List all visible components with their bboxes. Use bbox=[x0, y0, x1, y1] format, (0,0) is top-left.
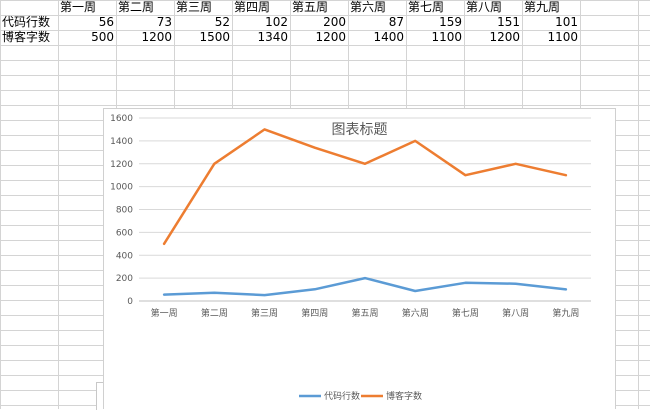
row-label-blog-words[interactable]: 博客字数 bbox=[0, 30, 58, 45]
x-tick-label: 第四周 bbox=[301, 307, 328, 319]
header-cell-week6[interactable]: 第六周 bbox=[348, 0, 406, 15]
cell-value[interactable]: 101 bbox=[522, 15, 580, 30]
cell-value[interactable]: 500 bbox=[58, 30, 116, 45]
cell-value[interactable]: 159 bbox=[406, 15, 464, 30]
data-row-code-lines: 代码行数 56 73 52 102 200 87 159 151 101 bbox=[0, 15, 650, 30]
cell-value[interactable]: 1400 bbox=[348, 30, 406, 45]
cell-value[interactable]: 1100 bbox=[406, 30, 464, 45]
cell-value[interactable]: 1200 bbox=[116, 30, 174, 45]
y-tick-label: 600 bbox=[116, 228, 133, 238]
cell-value[interactable]: 1500 bbox=[174, 30, 232, 45]
header-cell-week9[interactable]: 第九周 bbox=[522, 0, 580, 15]
header-cell-week1[interactable]: 第一周 bbox=[58, 0, 116, 15]
header-cell-week7[interactable]: 第七周 bbox=[406, 0, 464, 15]
y-tick-label: 0 bbox=[127, 297, 133, 307]
y-tick-label: 1200 bbox=[110, 160, 133, 170]
cell-value[interactable]: 1200 bbox=[290, 30, 348, 45]
series-line-1 bbox=[164, 278, 566, 295]
header-cell-week2[interactable]: 第二周 bbox=[116, 0, 174, 15]
cell-value[interactable]: 1340 bbox=[232, 30, 290, 45]
cell-value[interactable]: 73 bbox=[116, 15, 174, 30]
row-label-code-lines[interactable]: 代码行数 bbox=[0, 15, 58, 30]
cell-value[interactable]: 56 bbox=[58, 15, 116, 30]
cell-value[interactable]: 1100 bbox=[522, 30, 580, 45]
cell-value[interactable]: 151 bbox=[464, 15, 522, 30]
legend-label: 博客字数 bbox=[386, 390, 422, 402]
x-tick-label: 第二周 bbox=[201, 307, 228, 319]
cell-value[interactable]: 102 bbox=[232, 15, 290, 30]
y-tick-label: 200 bbox=[116, 274, 133, 284]
y-tick-label: 800 bbox=[116, 206, 133, 216]
data-row-blog-words: 博客字数 500 1200 1500 1340 1200 1400 1100 1… bbox=[0, 30, 650, 45]
cell-value[interactable]: 52 bbox=[174, 15, 232, 30]
y-tick-label: 1000 bbox=[110, 183, 133, 193]
header-cell-week8[interactable]: 第八周 bbox=[464, 0, 522, 15]
x-tick-label: 第一周 bbox=[151, 307, 178, 319]
x-tick-label: 第七周 bbox=[452, 307, 479, 319]
header-cell-week4[interactable]: 第四周 bbox=[232, 0, 290, 15]
cell-value[interactable]: 200 bbox=[290, 15, 348, 30]
y-tick-label: 400 bbox=[116, 251, 133, 261]
x-tick-label: 第八周 bbox=[502, 307, 529, 319]
header-row: 第一周 第二周 第三周 第四周 第五周 第六周 第七周 第八周 第九周 bbox=[0, 0, 650, 15]
chart-title[interactable]: 图表标题 bbox=[104, 119, 615, 139]
x-tick-label: 第九周 bbox=[552, 307, 579, 319]
cell-value[interactable]: 87 bbox=[348, 15, 406, 30]
chart-plot: 02004006008001000120014001600第一周第二周第三周第四… bbox=[104, 109, 617, 410]
header-cell-week3[interactable]: 第三周 bbox=[174, 0, 232, 15]
legend-label: 代码行数 bbox=[324, 390, 360, 402]
header-cell-week5[interactable]: 第五周 bbox=[290, 0, 348, 15]
x-tick-label: 第六周 bbox=[402, 307, 429, 319]
header-cell-blank[interactable] bbox=[0, 0, 58, 15]
cell-value[interactable]: 1200 bbox=[464, 30, 522, 45]
x-tick-label: 第三周 bbox=[251, 307, 278, 319]
x-tick-label: 第五周 bbox=[351, 307, 378, 319]
